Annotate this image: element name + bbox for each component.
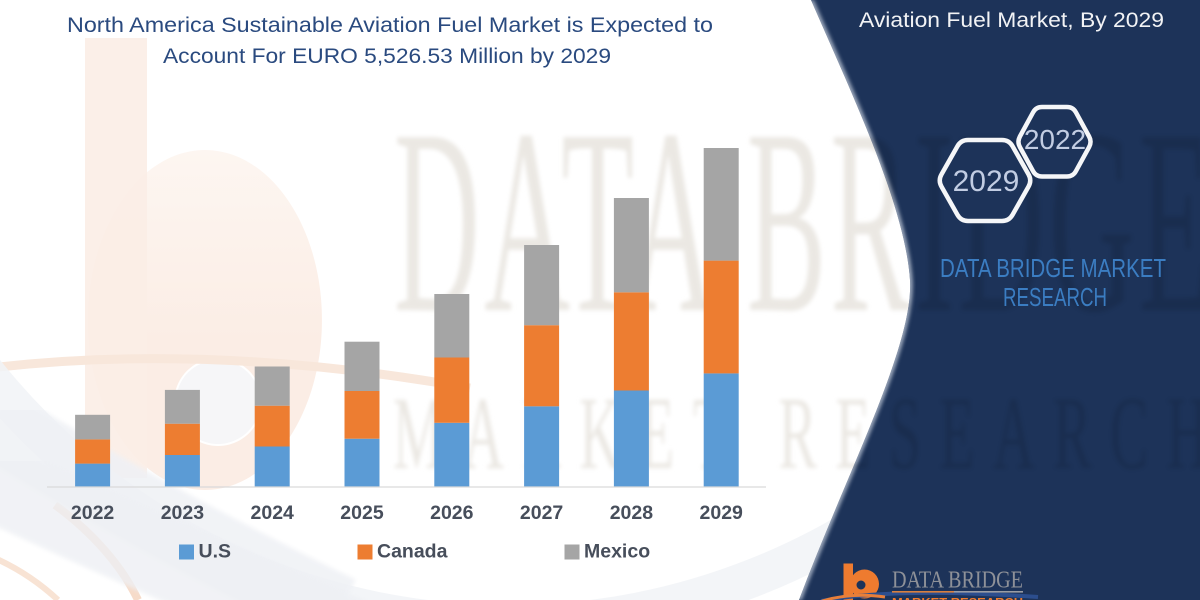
svg-text:2023: 2023: [161, 502, 205, 524]
svg-text:2028: 2028: [610, 502, 654, 524]
svg-text:U.S: U.S: [199, 541, 232, 563]
svg-text:Canada: Canada: [377, 541, 448, 563]
svg-text:2025: 2025: [340, 502, 384, 524]
svg-text:2026: 2026: [430, 502, 474, 524]
svg-text:2022: 2022: [71, 502, 115, 524]
svg-text:RESEARCH: RESEARCH: [1003, 282, 1107, 312]
svg-text:DATA BRIDGE: DATA BRIDGE: [892, 568, 1023, 594]
svg-text:DATA BRIDGE MARKET: DATA BRIDGE MARKET: [940, 253, 1166, 283]
svg-text:Mexico: Mexico: [584, 541, 650, 563]
svg-text:2027: 2027: [520, 502, 563, 524]
svg-text:Aviation Fuel Market, By 2029: Aviation Fuel Market, By 2029: [859, 9, 1164, 32]
svg-text:2024: 2024: [251, 502, 295, 524]
svg-text:MARKET RESEARCH: MARKET RESEARCH: [892, 598, 1023, 600]
svg-text:North America Sustainable Avia: North America Sustainable Aviation Fuel …: [67, 13, 713, 37]
svg-text:Account For EURO 5,526.53 Mill: Account For EURO 5,526.53 Million by 202…: [163, 44, 611, 68]
svg-text:2029: 2029: [953, 165, 1020, 198]
svg-text:2022: 2022: [1024, 124, 1086, 155]
svg-text:2029: 2029: [700, 502, 744, 524]
